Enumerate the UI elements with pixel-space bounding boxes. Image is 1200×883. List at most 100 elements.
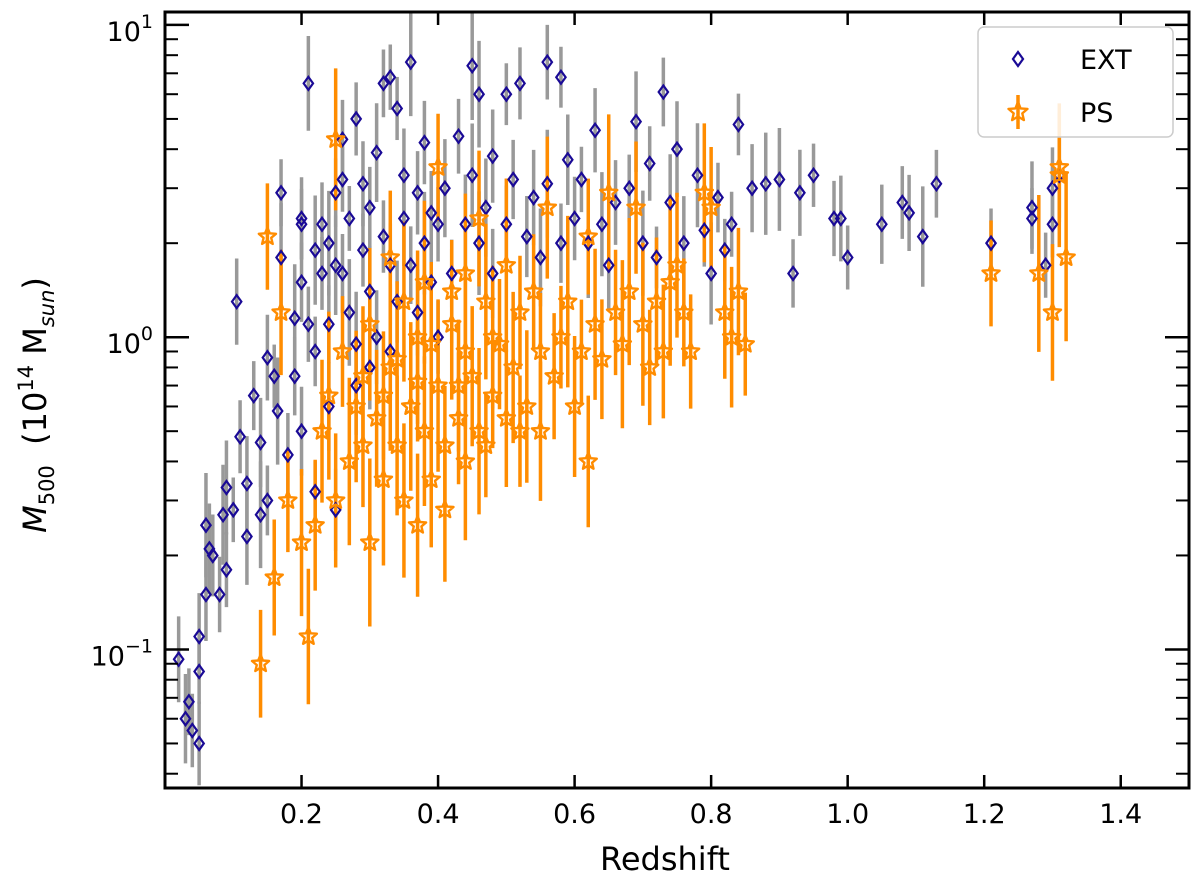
data-point-ext (841, 249, 854, 266)
data-point-ext (773, 171, 786, 188)
data-point-ext (397, 166, 410, 184)
data-point-ext (384, 68, 397, 86)
data-point-ext (336, 265, 349, 282)
data-point-ext (589, 121, 602, 139)
data-point-ps (1029, 263, 1049, 282)
data-point-ps (612, 333, 633, 353)
data-point-ext (370, 328, 383, 346)
data-point-ext (636, 234, 649, 252)
data-point-ps (264, 567, 284, 586)
data-point-ps (530, 421, 551, 440)
data-point-ext (787, 265, 800, 282)
data-point-ext (281, 446, 294, 464)
y-label-main: M (16, 505, 54, 533)
data-point-ext (561, 151, 574, 169)
x-tick-label: 1.4 (1099, 799, 1142, 830)
data-point-ext (309, 343, 322, 360)
legend-label-ext: EXT (1080, 45, 1132, 76)
data-point-ext (541, 175, 554, 193)
data-point-ext (216, 506, 230, 524)
data-point-ps (462, 366, 482, 385)
data-point-ext (527, 189, 540, 206)
data-point-ext (466, 166, 479, 184)
data-point-ps (442, 281, 462, 300)
data-point-ps (653, 341, 674, 360)
data-point-ext (411, 304, 424, 321)
data-point-ps (332, 341, 353, 360)
data-point-ext (916, 228, 929, 245)
x-tick-label: 0.8 (690, 799, 733, 830)
data-point-ps (291, 532, 312, 551)
data-point-ps (428, 157, 448, 176)
data-point-ext (486, 265, 499, 282)
data-point-ext (507, 171, 520, 188)
data-point-ext (343, 304, 356, 321)
data-point-ps (523, 281, 544, 300)
data-point-ext (623, 179, 636, 197)
data-point-ext (575, 171, 588, 188)
data-point-ext (568, 210, 581, 227)
legend-box (977, 26, 1174, 138)
data-point-ext (193, 735, 206, 752)
data-point-ext (1046, 215, 1059, 233)
data-point-ps (510, 421, 530, 440)
data-point-ext (377, 228, 390, 245)
data-point-ps (387, 349, 407, 368)
data-point-ps (325, 129, 346, 148)
x-tick-label: 0.6 (553, 799, 596, 830)
data-point-ps (414, 272, 435, 291)
data-point-ps (366, 408, 387, 427)
data-point-ext (834, 210, 847, 227)
data-point-ps (1042, 302, 1063, 321)
data-point-ps (578, 451, 598, 470)
x-tick-label: 0.2 (280, 799, 323, 830)
data-point-ext (193, 663, 206, 680)
data-point-ps (435, 435, 455, 454)
data-point-ext (746, 179, 759, 197)
data-point-ps (585, 314, 605, 333)
data-point-ps (694, 182, 715, 202)
data-point-ext (466, 57, 479, 75)
data-point-ext (425, 204, 438, 222)
y-label-unit-post: ) (16, 277, 54, 289)
data-point-ps (551, 327, 571, 346)
data-point-ps (319, 385, 339, 405)
data-point-ext (247, 387, 260, 404)
data-point-ext (520, 228, 533, 245)
plot-frame (163, 10, 1191, 790)
data-point-ext (199, 586, 212, 603)
data-point-ext (602, 256, 615, 274)
data-point-ext (397, 210, 410, 227)
data-point-ext (182, 693, 195, 711)
data-point-ps (380, 247, 400, 266)
data-point-ext (670, 140, 684, 158)
data-point-ps (414, 421, 435, 440)
data-point-ext (302, 315, 315, 333)
data-point-ext (199, 516, 212, 534)
data-point-ps (298, 626, 319, 645)
data-point-ext (807, 166, 820, 184)
y-label-unit-pre: (10 (16, 392, 54, 445)
data-point-ext (363, 199, 376, 216)
data-point-ext (186, 722, 199, 739)
data-point-ext (234, 428, 247, 446)
data-point-ps (407, 515, 428, 534)
data-point-ps (257, 226, 278, 246)
data-point-ps (421, 333, 441, 353)
data-point-ps (250, 653, 271, 673)
data-point-ps (592, 349, 612, 368)
data-point-ps (660, 272, 680, 291)
data-point-ext (275, 249, 288, 266)
y-label-unit-exp: 14 (14, 365, 38, 392)
data-point-ext (657, 83, 670, 101)
data-point-ext (732, 116, 745, 133)
data-point-ps (346, 396, 366, 415)
data-point-ext (172, 650, 185, 668)
data-point-ps (360, 314, 380, 333)
data-point-ext (1025, 210, 1039, 227)
data-point-ext (582, 234, 595, 252)
data-point-ps (442, 314, 462, 333)
data-point-ext (793, 184, 806, 202)
data-point-ext (500, 215, 513, 233)
data-point-ps (476, 435, 496, 454)
